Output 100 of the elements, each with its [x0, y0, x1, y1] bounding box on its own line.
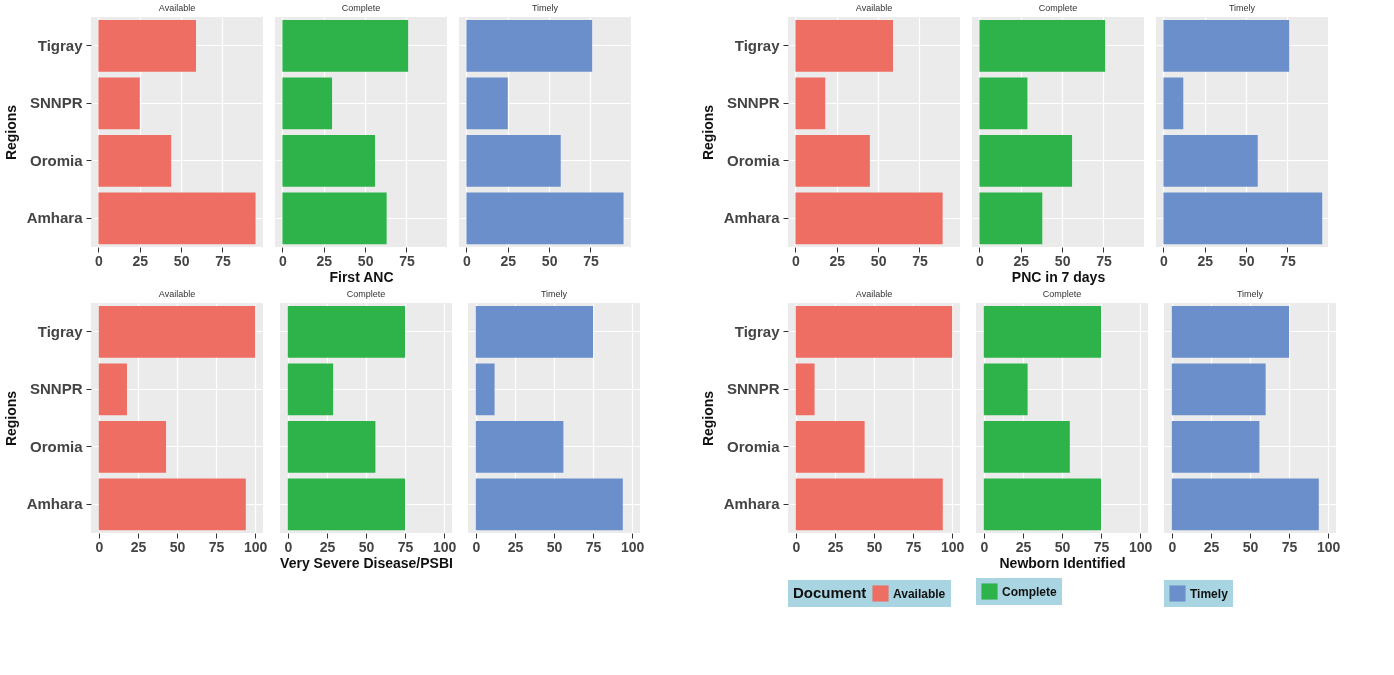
y-axis-title: Regions	[2, 104, 19, 161]
x-tick-label: 50	[870, 252, 887, 269]
x-tick-label: 50	[546, 538, 563, 555]
bar	[1171, 305, 1290, 358]
x-tick-label: 75	[1093, 538, 1110, 555]
x-tick-label: 75	[1280, 252, 1296, 269]
x-tick-label: 50	[1054, 538, 1071, 555]
x-tick-label: 50	[169, 538, 186, 555]
x-tick-label: 100	[433, 538, 457, 555]
x-axis-title: PNC in 7 days	[1011, 268, 1106, 285]
series-label: Available	[158, 289, 196, 299]
series-label: Complete	[346, 289, 386, 299]
x-tick-label: 75	[399, 252, 415, 269]
x-tick-label: 50	[358, 538, 375, 555]
x-tick-label: 0	[976, 252, 985, 269]
x-tick-label: 0	[279, 252, 288, 269]
bar	[98, 305, 256, 358]
y-tick-label: Tigray	[37, 36, 84, 54]
bar	[287, 420, 376, 473]
x-tick-label: 0	[792, 538, 801, 555]
x-tick-label: 50	[1238, 252, 1255, 269]
bar	[287, 305, 406, 358]
bar	[98, 363, 127, 416]
x-tick-label: 50	[1054, 252, 1071, 269]
x-axis-title: Very Severe Disease/PSBI	[280, 554, 453, 571]
y-tick-label: Tigray	[734, 36, 781, 54]
y-tick-label: SNNPR	[29, 380, 83, 398]
y-tick-label: Tigray	[37, 322, 84, 340]
bar	[287, 478, 406, 531]
bar	[466, 134, 561, 187]
x-tick-label: 50	[866, 538, 883, 555]
bar	[1171, 478, 1319, 531]
y-tick-label: Amhara	[723, 495, 781, 513]
x-tick-label: 25	[829, 252, 846, 269]
x-tick-label: 25	[507, 538, 524, 555]
y-tick-label: Amhara	[26, 495, 84, 513]
x-axis-title: First ANC	[329, 268, 394, 285]
x-tick-label: 25	[1203, 538, 1220, 555]
bar	[282, 77, 333, 130]
bar	[282, 192, 387, 245]
bar	[795, 420, 865, 473]
legend-label: Complete	[1002, 584, 1057, 599]
y-tick-label: Tigray	[734, 322, 781, 340]
y-tick-label: Oromia	[29, 437, 84, 455]
bar	[795, 478, 943, 531]
bar	[1163, 77, 1184, 130]
x-tick-label: 0	[95, 252, 104, 269]
series-label: Timely	[540, 289, 568, 299]
x-tick-label: 75	[585, 538, 602, 555]
text: Complete	[1042, 289, 1082, 299]
bar	[795, 19, 894, 72]
bar	[979, 192, 1043, 245]
x-tick-label: 75	[215, 252, 231, 269]
x-tick-label: 75	[208, 538, 225, 555]
bar	[1171, 420, 1260, 473]
x-tick-label: 100	[244, 538, 268, 555]
bar	[475, 420, 564, 473]
legend-label: Timely	[1190, 586, 1229, 601]
x-tick-label: 100	[941, 538, 965, 555]
bar	[282, 134, 376, 187]
x-tick-label: 25	[130, 538, 147, 555]
x-tick-label: 25	[500, 252, 517, 269]
bar	[282, 19, 409, 72]
text: Timely	[1236, 289, 1264, 299]
x-tick-label: 50	[173, 252, 190, 269]
y-tick-label: Oromia	[29, 151, 84, 169]
bar	[983, 478, 1102, 531]
y-axis-title: Regions	[2, 390, 19, 447]
x-tick-label: 75	[1096, 252, 1112, 269]
bar	[98, 420, 167, 473]
series-label: Timely	[1228, 3, 1256, 13]
x-tick-label: 25	[1013, 252, 1030, 269]
series-label: Complete	[1038, 3, 1078, 13]
y-tick-label: SNNPR	[29, 94, 83, 112]
x-tick-label: 100	[621, 538, 645, 555]
y-tick-label: SNNPR	[726, 380, 780, 398]
text: Available	[855, 289, 893, 299]
bar	[795, 77, 826, 130]
y-tick-label: Amhara	[723, 209, 781, 227]
bar	[1163, 19, 1290, 72]
x-tick-label: 50	[541, 252, 558, 269]
x-tick-label: 25	[1015, 538, 1032, 555]
bar	[795, 305, 953, 358]
bar	[466, 19, 593, 72]
x-tick-label: 75	[397, 538, 414, 555]
x-tick-label: 0	[1168, 538, 1177, 555]
bar	[983, 363, 1028, 416]
bar	[1163, 192, 1323, 245]
bar	[983, 305, 1102, 358]
bar	[466, 192, 624, 245]
x-tick-label: 0	[463, 252, 472, 269]
bar	[979, 19, 1106, 72]
y-axis-title: Regions	[699, 390, 716, 447]
y-tick-label: Oromia	[726, 151, 781, 169]
bar	[979, 134, 1073, 187]
x-tick-label: 0	[95, 538, 104, 555]
x-tick-label: 75	[583, 252, 599, 269]
x-tick-label: 25	[319, 538, 336, 555]
x-tick-label: 25	[316, 252, 333, 269]
bar	[1171, 363, 1266, 416]
